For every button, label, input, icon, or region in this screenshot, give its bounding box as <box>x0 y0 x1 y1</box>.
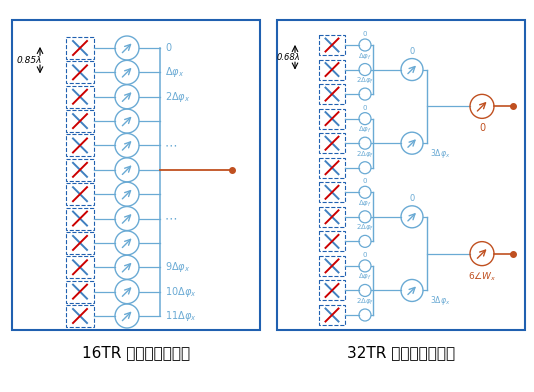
Bar <box>66 305 94 327</box>
Bar <box>12 20 260 330</box>
Bar <box>66 62 94 83</box>
Bar <box>319 133 345 153</box>
Text: $2\Delta\varphi_f$: $2\Delta\varphi_f$ <box>356 297 374 307</box>
Bar <box>66 256 94 278</box>
Bar <box>319 35 345 55</box>
Text: 0.68λ: 0.68λ <box>277 53 301 62</box>
Text: ⋯: ⋯ <box>165 212 177 225</box>
Text: 0: 0 <box>165 43 171 53</box>
Text: 0: 0 <box>363 178 367 184</box>
Text: $9\Delta\varphi_x$: $9\Delta\varphi_x$ <box>165 260 190 274</box>
Bar <box>319 84 345 104</box>
Text: 0: 0 <box>479 123 485 133</box>
Text: $\Delta\varphi_f$: $\Delta\varphi_f$ <box>358 51 372 62</box>
Bar <box>66 183 94 205</box>
Text: $\Delta\varphi_f$: $\Delta\varphi_f$ <box>358 125 372 135</box>
Bar <box>319 207 345 227</box>
Bar <box>319 305 345 325</box>
Text: ⋯: ⋯ <box>165 139 177 152</box>
Bar <box>319 158 345 178</box>
Text: $3\Delta\varphi_x$: $3\Delta\varphi_x$ <box>430 147 450 160</box>
Text: 32TR 垂直阵列原理图: 32TR 垂直阵列原理图 <box>347 345 455 360</box>
Text: $2\Delta\varphi_f$: $2\Delta\varphi_f$ <box>356 76 374 86</box>
Text: $2\Delta\varphi_x$: $2\Delta\varphi_x$ <box>165 90 190 104</box>
Bar <box>66 37 94 59</box>
Text: 0: 0 <box>410 47 414 56</box>
Text: $3\Delta\varphi_x$: $3\Delta\varphi_x$ <box>430 294 450 307</box>
Bar <box>66 281 94 303</box>
Text: $\Delta\varphi_x$: $\Delta\varphi_x$ <box>165 65 184 79</box>
Text: $10\Delta\varphi_x$: $10\Delta\varphi_x$ <box>165 285 197 299</box>
Bar <box>319 256 345 276</box>
Bar <box>66 134 94 156</box>
Bar <box>319 280 345 300</box>
Text: 0.85λ: 0.85λ <box>17 56 43 65</box>
Text: $\Delta\varphi_f$: $\Delta\varphi_f$ <box>358 272 372 283</box>
Bar <box>66 232 94 254</box>
Text: 16TR 垂直阵列原理图: 16TR 垂直阵列原理图 <box>82 345 190 360</box>
Text: $2\Delta\varphi_f$: $2\Delta\varphi_f$ <box>356 223 374 233</box>
Bar <box>319 109 345 129</box>
Text: 0: 0 <box>410 194 414 203</box>
Text: $2\Delta\varphi_f$: $2\Delta\varphi_f$ <box>356 149 374 160</box>
Text: $\Delta\varphi_f$: $\Delta\varphi_f$ <box>358 199 372 209</box>
Bar <box>319 60 345 80</box>
Bar <box>66 86 94 108</box>
Bar <box>66 159 94 181</box>
Text: 0: 0 <box>363 252 367 258</box>
Bar <box>66 207 94 230</box>
Text: $11\Delta\varphi_x$: $11\Delta\varphi_x$ <box>165 309 197 323</box>
Text: 0: 0 <box>363 31 367 37</box>
Bar <box>319 231 345 251</box>
Bar <box>319 182 345 202</box>
Bar <box>66 110 94 132</box>
Bar <box>277 20 525 330</box>
Text: 0: 0 <box>363 105 367 111</box>
Text: $6\angle W_x$: $6\angle W_x$ <box>468 270 496 283</box>
